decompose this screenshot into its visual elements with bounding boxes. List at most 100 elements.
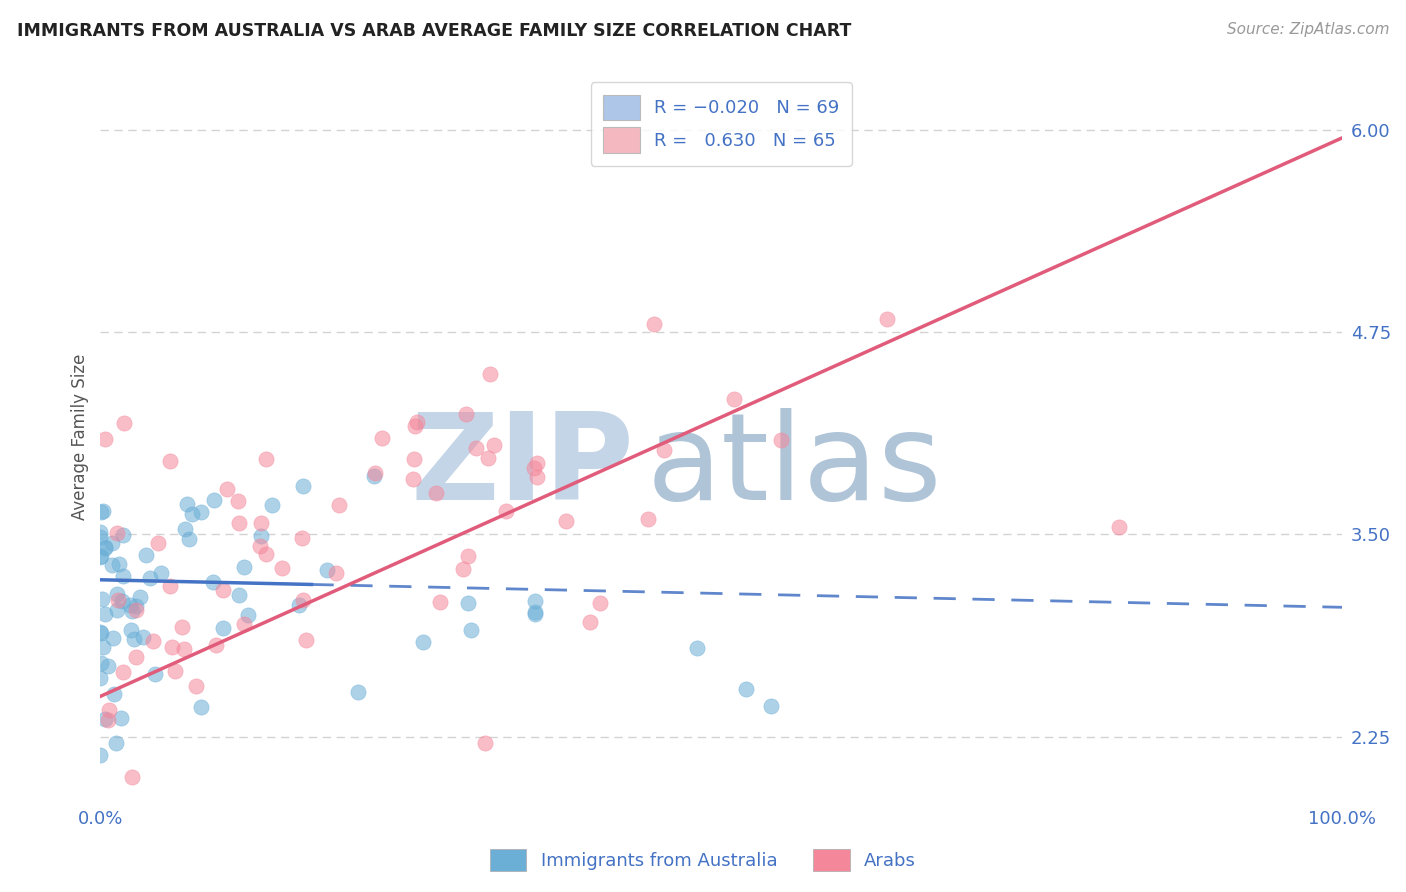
Point [526, 456, 548, 470]
Point [233, 616, 256, 631]
Point [654, 443, 676, 458]
Point [250, 516, 273, 530]
Point [190, 505, 212, 519]
Point [179, 532, 201, 546]
Point [226, 494, 249, 508]
Point [112, 569, 135, 583]
Point [125, 649, 148, 664]
Point [254, 451, 277, 466]
Point [101, 632, 124, 646]
Y-axis label: Average Family Size: Average Family Size [72, 354, 89, 520]
Point [118, 598, 141, 612]
Point [464, 441, 486, 455]
Point [522, 461, 544, 475]
Point [364, 466, 387, 480]
Point [295, 633, 318, 648]
Point [495, 504, 517, 518]
Point [402, 452, 425, 467]
Point [112, 665, 135, 679]
Point [371, 432, 394, 446]
Point [107, 603, 129, 617]
Point [723, 392, 745, 407]
Point [769, 433, 792, 447]
Point [110, 711, 132, 725]
Point [89, 625, 111, 640]
Point [89, 550, 111, 565]
Point [1108, 520, 1130, 534]
Legend: Immigrants from Australia, Arabs: Immigrants from Australia, Arabs [482, 842, 924, 879]
Point [271, 561, 294, 575]
Point [89, 504, 111, 518]
Point [456, 407, 478, 421]
Point [125, 599, 148, 613]
Point [190, 700, 212, 714]
Point [103, 687, 125, 701]
Point [93, 712, 115, 726]
Point [112, 416, 135, 430]
Legend: R = −0.020   N = 69, R =   0.630   N = 65: R = −0.020 N = 69, R = 0.630 N = 65 [591, 82, 852, 166]
Point [526, 470, 548, 484]
Point [111, 593, 134, 607]
Point [90, 626, 112, 640]
Point [139, 571, 162, 585]
Point [287, 598, 309, 612]
Point [643, 317, 665, 331]
Point [105, 526, 128, 541]
Point [685, 640, 707, 655]
Point [163, 664, 186, 678]
Point [759, 698, 782, 713]
Point [404, 419, 426, 434]
Point [125, 602, 148, 616]
Point [89, 524, 111, 539]
Point [90, 656, 112, 670]
Point [228, 588, 250, 602]
Point [292, 592, 315, 607]
Point [159, 578, 181, 592]
Point [135, 548, 157, 562]
Point [457, 596, 479, 610]
Point [146, 535, 169, 549]
Point [363, 468, 385, 483]
Point [232, 560, 254, 574]
Point [211, 621, 233, 635]
Point [876, 311, 898, 326]
Point [121, 770, 143, 784]
Point [589, 597, 612, 611]
Point [173, 642, 195, 657]
Point [425, 486, 447, 500]
Point [176, 497, 198, 511]
Point [129, 591, 152, 605]
Point [93, 432, 115, 446]
Point [122, 632, 145, 646]
Point [412, 635, 434, 649]
Point [93, 541, 115, 556]
Point [91, 504, 114, 518]
Point [100, 536, 122, 550]
Point [101, 558, 124, 572]
Point [579, 615, 602, 629]
Point [524, 594, 547, 608]
Point [637, 512, 659, 526]
Point [735, 681, 758, 696]
Point [143, 666, 166, 681]
Point [204, 492, 226, 507]
Point [97, 659, 120, 673]
Point [120, 624, 142, 638]
Point [228, 516, 250, 530]
Point [97, 713, 120, 727]
Point [474, 736, 496, 750]
Point [249, 539, 271, 553]
Point [524, 605, 547, 619]
Point [150, 566, 173, 581]
Text: ZIP: ZIP [411, 408, 634, 524]
Point [121, 604, 143, 618]
Point [254, 548, 277, 562]
Point [205, 638, 228, 652]
Point [316, 563, 339, 577]
Point [162, 640, 184, 654]
Point [406, 415, 429, 429]
Point [524, 607, 547, 621]
Point [328, 498, 350, 512]
Point [89, 747, 111, 762]
Point [174, 522, 197, 536]
